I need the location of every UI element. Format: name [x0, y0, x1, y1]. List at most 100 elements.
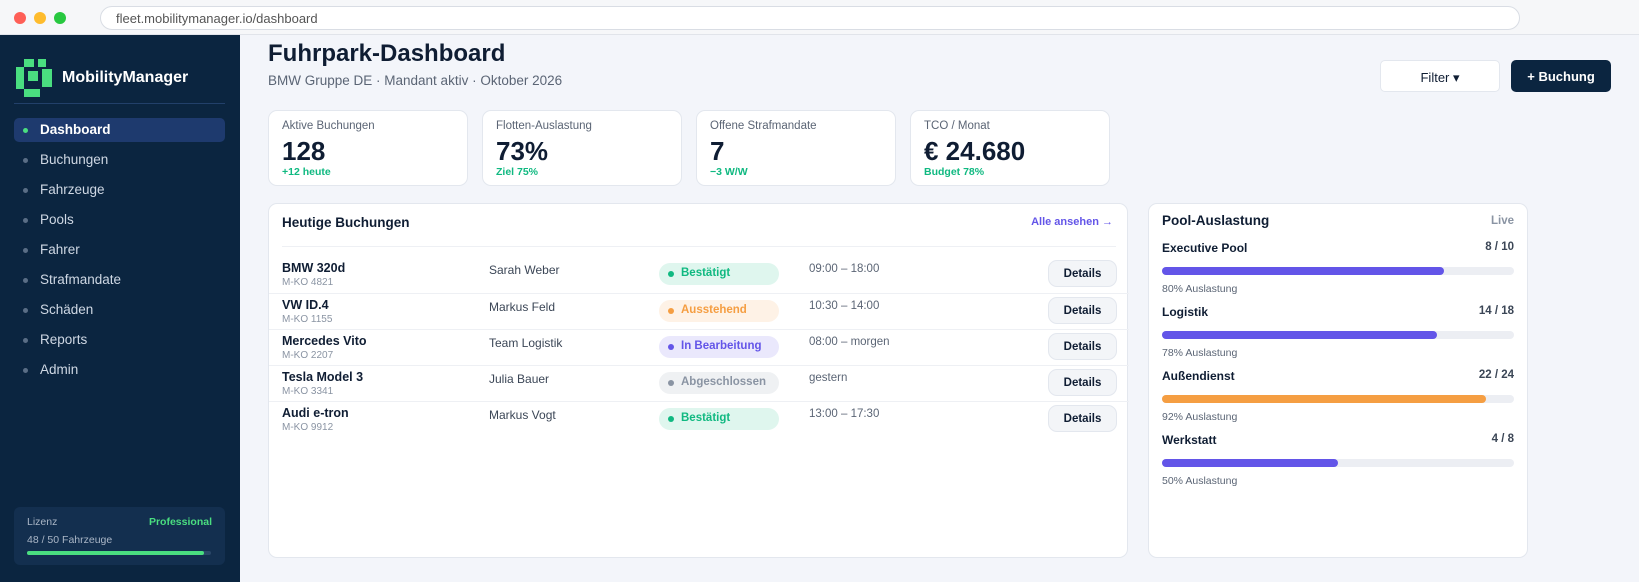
license: Lizenz Professional 48 / 50 Fahrzeuge: [14, 507, 225, 565]
kpi-value: € 24.680: [924, 136, 1026, 166]
filter-button[interactable]: Filter ▾: [1380, 60, 1500, 92]
page-title: Fuhrpark-Dashboard: [268, 40, 506, 67]
details-button[interactable]: Details: [1048, 260, 1117, 287]
pool-label: 50% Auslastung: [1162, 475, 1238, 487]
pool-name: Außendienst: [1162, 369, 1235, 383]
pools-title: Pool-Auslastung: [1162, 213, 1270, 228]
view-all-link[interactable]: Alle ansehen →: [1031, 216, 1113, 228]
status-dot: [668, 308, 674, 314]
kpi-value: 73%: [496, 136, 549, 166]
pool-track: [1162, 459, 1514, 467]
time: 08:00 – morgen: [809, 336, 890, 348]
time: 13:00 – 17:30: [809, 408, 880, 420]
live-badge: Live: [1490, 215, 1514, 227]
kpi-card: TCO / Monat € 24.680 Budget 78%: [910, 110, 1110, 186]
nav-item[interactable]: Fahrzeuge: [14, 178, 225, 202]
close[interactable]: [14, 12, 26, 24]
plate: M-KO 1155: [282, 314, 333, 325]
nav-item[interactable]: Schäden: [14, 298, 225, 322]
pool-track: [1162, 331, 1514, 339]
page-subtitle: BMW Gruppe DE · Mandant aktiv · Oktober …: [268, 73, 563, 88]
details-button[interactable]: Details: [1048, 333, 1117, 360]
pool-label: 92% Auslastung: [1162, 411, 1238, 423]
kpi-value: 128: [282, 136, 326, 166]
driver: Team Logistik: [489, 336, 563, 350]
status-pill: Bestätigt: [659, 263, 779, 285]
minimize[interactable]: [34, 12, 46, 24]
brand: MobilityManager: [62, 69, 189, 86]
time: gestern: [809, 372, 848, 384]
booking-row: VW ID.4 M-KO 1155 Markus Feld Ausstehend 10:…: [269, 293, 1129, 329]
vehicle: BMW 320d: [282, 261, 346, 275]
vehicle: Audi e-tron: [282, 406, 349, 420]
nav-item[interactable]: Pools: [14, 208, 225, 232]
pool-bar: [1162, 267, 1444, 275]
pool-bar: [1162, 395, 1486, 403]
status-dot: [668, 416, 674, 422]
nav-item[interactable]: Fahrer: [14, 238, 225, 262]
kpi-card: Aktive Buchungen 128 +12 heute: [268, 110, 468, 186]
booking-row: Audi e-tron M-KO 9912 Markus Vogt Bestätigt…: [269, 401, 1129, 437]
license-label: Lizenz: [27, 516, 58, 528]
kpi-label: Flotten-Auslastung: [496, 120, 592, 132]
driver: Markus Feld: [489, 300, 556, 314]
nav-item[interactable]: Admin: [14, 358, 225, 382]
nav-item[interactable]: Buchungen: [14, 148, 225, 172]
vehicle: Tesla Model 3: [282, 370, 364, 384]
pool-name: Werkstatt: [1162, 433, 1217, 447]
kpi-delta: +12 heute: [282, 166, 331, 178]
pool-bar: [1162, 459, 1338, 467]
details-button[interactable]: Details: [1048, 297, 1117, 324]
divider: [282, 246, 1116, 247]
pool-track: [1162, 395, 1514, 403]
nav-item[interactable]: Strafmandate: [14, 268, 225, 292]
status-dot: [668, 271, 674, 277]
booking-row: Mercedes Vito M-KO 2207 Team Logistik In Be…: [269, 329, 1129, 365]
pool-track: [1162, 267, 1514, 275]
driver: Julia Bauer: [489, 372, 550, 386]
kpi-delta: −3 W/W: [710, 166, 748, 178]
plate: M-KO 9912: [282, 422, 334, 433]
pools-panel: Pool-Auslastung Live Executive Pool 8 / 1…: [1148, 203, 1528, 558]
vehicle: Mercedes Vito: [282, 334, 367, 348]
license-usage: 48 / 50 Fahrzeuge: [27, 534, 113, 546]
pool-count: 8 / 10: [1485, 241, 1514, 253]
time: 10:30 – 14:00: [809, 300, 880, 312]
kpi-label: Offene Strafmandate: [710, 120, 817, 132]
url-bar[interactable]: fleet.mobilitymanager.io/dashboard: [100, 6, 1520, 30]
add-button[interactable]: + Buchung: [1511, 60, 1611, 92]
license-plan: Professional: [148, 516, 212, 528]
bookings-title: Heutige Buchungen: [282, 215, 410, 230]
kpi-card: Offene Strafmandate 7 −3 W/W: [696, 110, 896, 186]
kpi-value: 7: [710, 136, 725, 166]
nav-item[interactable]: Reports: [14, 328, 225, 352]
pool-name: Executive Pool: [1162, 241, 1248, 255]
status-pill: In Bearbeitung: [659, 336, 779, 358]
pool-count: 4 / 8: [1491, 433, 1514, 445]
status-dot: [668, 344, 674, 350]
kpi-label: Aktive Buchungen: [282, 120, 375, 132]
plate: M-KO 2207: [282, 350, 334, 361]
pool-label: 78% Auslastung: [1162, 347, 1238, 359]
pool-name: Logistik: [1162, 305, 1209, 319]
nav-item[interactable]: Dashboard: [14, 118, 225, 142]
plate: M-KO 4821: [282, 277, 334, 288]
bookings-panel: Heutige Buchungen Alle ansehen → BMW 320…: [268, 203, 1129, 558]
license-track: [27, 551, 211, 555]
plate: M-KO 3341: [282, 386, 334, 397]
browser-bar: fleet.mobilitymanager.io/dashboard: [0, 0, 1639, 35]
vehicle: VW ID.4: [282, 298, 329, 312]
kpi-delta: Ziel 75%: [496, 166, 539, 178]
pool-label: 80% Auslastung: [1162, 283, 1238, 295]
kpi-label: TCO / Monat: [924, 120, 990, 132]
sidebar: MobilityManager Lizenz Professional 48 /…: [0, 35, 240, 582]
status-pill: Bestätigt: [659, 408, 779, 430]
time: 09:00 – 18:00: [809, 263, 880, 275]
maximize[interactable]: [54, 12, 66, 24]
details-button[interactable]: Details: [1048, 405, 1117, 432]
driver: Sarah Weber: [489, 263, 560, 277]
kpi-delta: Budget 78%: [924, 166, 985, 178]
status-pill: Ausstehend: [659, 300, 779, 322]
details-button[interactable]: Details: [1048, 369, 1117, 396]
status-pill: Abgeschlossen: [659, 372, 779, 394]
